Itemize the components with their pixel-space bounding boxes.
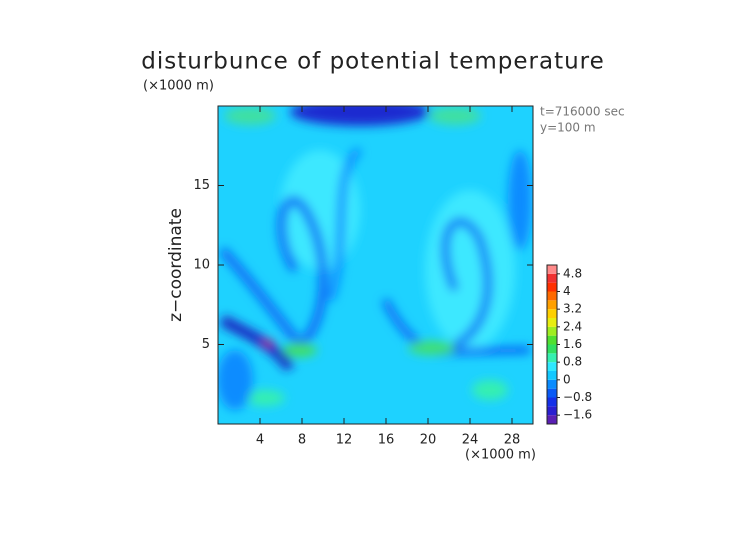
colorbar-band xyxy=(547,291,557,301)
x-tick-label: 4 xyxy=(256,433,264,448)
colorbar-band xyxy=(547,379,557,389)
colorbar-band xyxy=(547,353,557,363)
colorbar-band xyxy=(547,273,557,283)
colorbar-band xyxy=(547,282,557,292)
colorbar-tick-label: −1.6 xyxy=(563,408,592,422)
colorbar-band xyxy=(547,397,557,407)
colorbar-band xyxy=(547,406,557,416)
x-tick-label: 16 xyxy=(378,433,395,448)
colorbar-tick-label: 1.6 xyxy=(563,337,582,351)
x-tick-label: 12 xyxy=(336,433,353,448)
colorbar-band xyxy=(547,300,557,310)
x-tick-label: 20 xyxy=(420,433,437,448)
x-tick-label: 8 xyxy=(298,433,306,448)
colorbar-band xyxy=(547,326,557,336)
y-tick-label: 10 xyxy=(193,258,210,273)
colorbar-band xyxy=(547,388,557,398)
colorbar-tick-label: 4 xyxy=(563,284,571,298)
annotation: t=716000 sec xyxy=(540,105,625,119)
y-unit: (×1000 m) xyxy=(143,79,214,94)
colorbar-tick-label: 2.4 xyxy=(563,319,582,333)
colorbar-band xyxy=(547,335,557,345)
colorbar-band xyxy=(547,415,557,424)
colorbar-band xyxy=(547,362,557,371)
y-tick-label: 15 xyxy=(193,178,210,193)
colorbar-tick-label: 3.2 xyxy=(563,302,582,316)
y-axis-label: z−coordinate xyxy=(166,208,186,322)
colorbar-tick-label: 0 xyxy=(563,372,571,386)
chart-title: disturbunce of potential temperature xyxy=(141,49,605,75)
colorbar-tick-label: 0.8 xyxy=(563,355,582,369)
colorbar-tick-label: 4.8 xyxy=(563,266,582,280)
x-unit: (×1000 m) xyxy=(465,448,536,463)
colorbar-band xyxy=(547,344,557,354)
colorbar-band xyxy=(547,371,557,380)
x-tick-label: 28 xyxy=(504,433,521,448)
annotation: y=100 m xyxy=(540,121,596,135)
colorbar-band xyxy=(547,309,557,318)
colorbar-tick-label: −0.8 xyxy=(563,390,592,404)
colorbar-band xyxy=(547,318,557,327)
x-tick-label: 24 xyxy=(462,433,479,448)
colorbar-band xyxy=(547,265,557,274)
field-shading xyxy=(218,106,533,424)
y-tick-label: 5 xyxy=(202,337,210,352)
